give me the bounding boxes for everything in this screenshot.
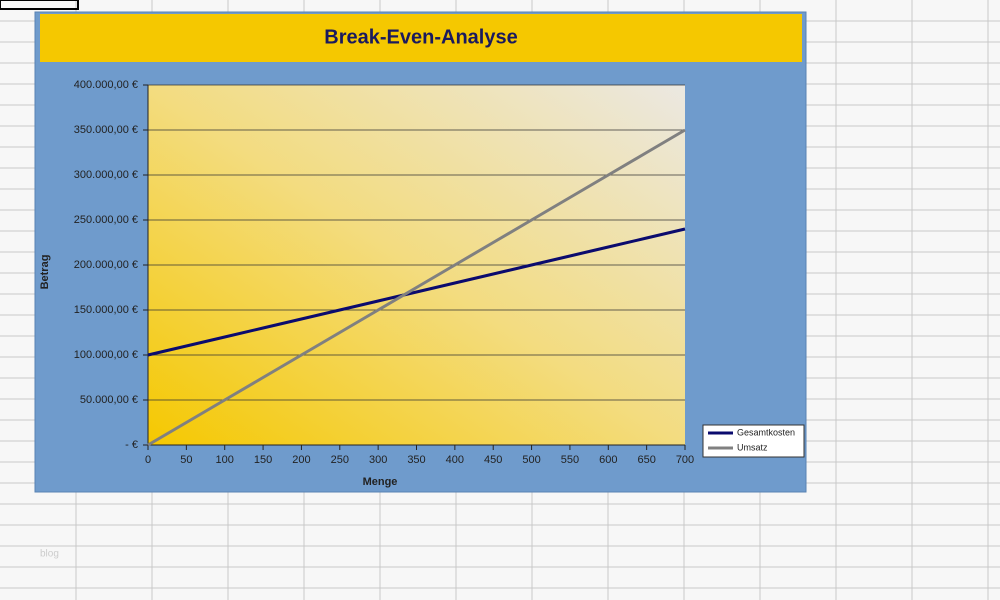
y-tick-label: 200.000,00 € xyxy=(74,259,138,271)
x-tick-label: 500 xyxy=(522,454,540,466)
selected-cell[interactable] xyxy=(0,0,79,10)
x-tick-label: 450 xyxy=(484,454,502,466)
legend xyxy=(702,424,805,458)
x-tick-label: 100 xyxy=(216,454,234,466)
legend-label: Umsatz xyxy=(737,442,768,452)
x-tick-label: 550 xyxy=(561,454,579,466)
x-tick-label: 0 xyxy=(145,454,151,466)
y-tick-label: 250.000,00 € xyxy=(74,214,138,226)
x-tick-label: 650 xyxy=(637,454,655,466)
x-tick-label: 50 xyxy=(180,454,192,466)
y-tick-label: 300.000,00 € xyxy=(74,169,138,181)
y-axis-label: Betrag xyxy=(39,255,51,290)
x-tick-label: 250 xyxy=(331,454,349,466)
y-tick-label: 350.000,00 € xyxy=(74,124,138,136)
x-tick-label: 350 xyxy=(407,454,425,466)
watermark: blog xyxy=(40,549,59,560)
x-tick-label: 600 xyxy=(599,454,617,466)
title-bar xyxy=(40,14,802,62)
x-tick-label: 300 xyxy=(369,454,387,466)
x-tick-label: 400 xyxy=(446,454,464,466)
series-line xyxy=(147,128,686,447)
y-tick-label: 50.000,00 € xyxy=(80,394,138,406)
series-line xyxy=(147,227,686,357)
y-tick-label: 100.000,00 € xyxy=(74,349,138,361)
x-tick-label: 150 xyxy=(254,454,272,466)
y-tick-label: 400.000,00 € xyxy=(74,79,138,91)
y-tick-label: 150.000,00 € xyxy=(74,304,138,316)
x-axis-label: Menge xyxy=(363,476,398,488)
chart-title: Break-Even-Analyse xyxy=(324,26,517,48)
x-tick-label: 200 xyxy=(292,454,310,466)
x-tick-label: 700 xyxy=(676,454,694,466)
y-tick-label: - € xyxy=(125,439,138,451)
legend-label: Gesamtkosten xyxy=(737,427,795,437)
